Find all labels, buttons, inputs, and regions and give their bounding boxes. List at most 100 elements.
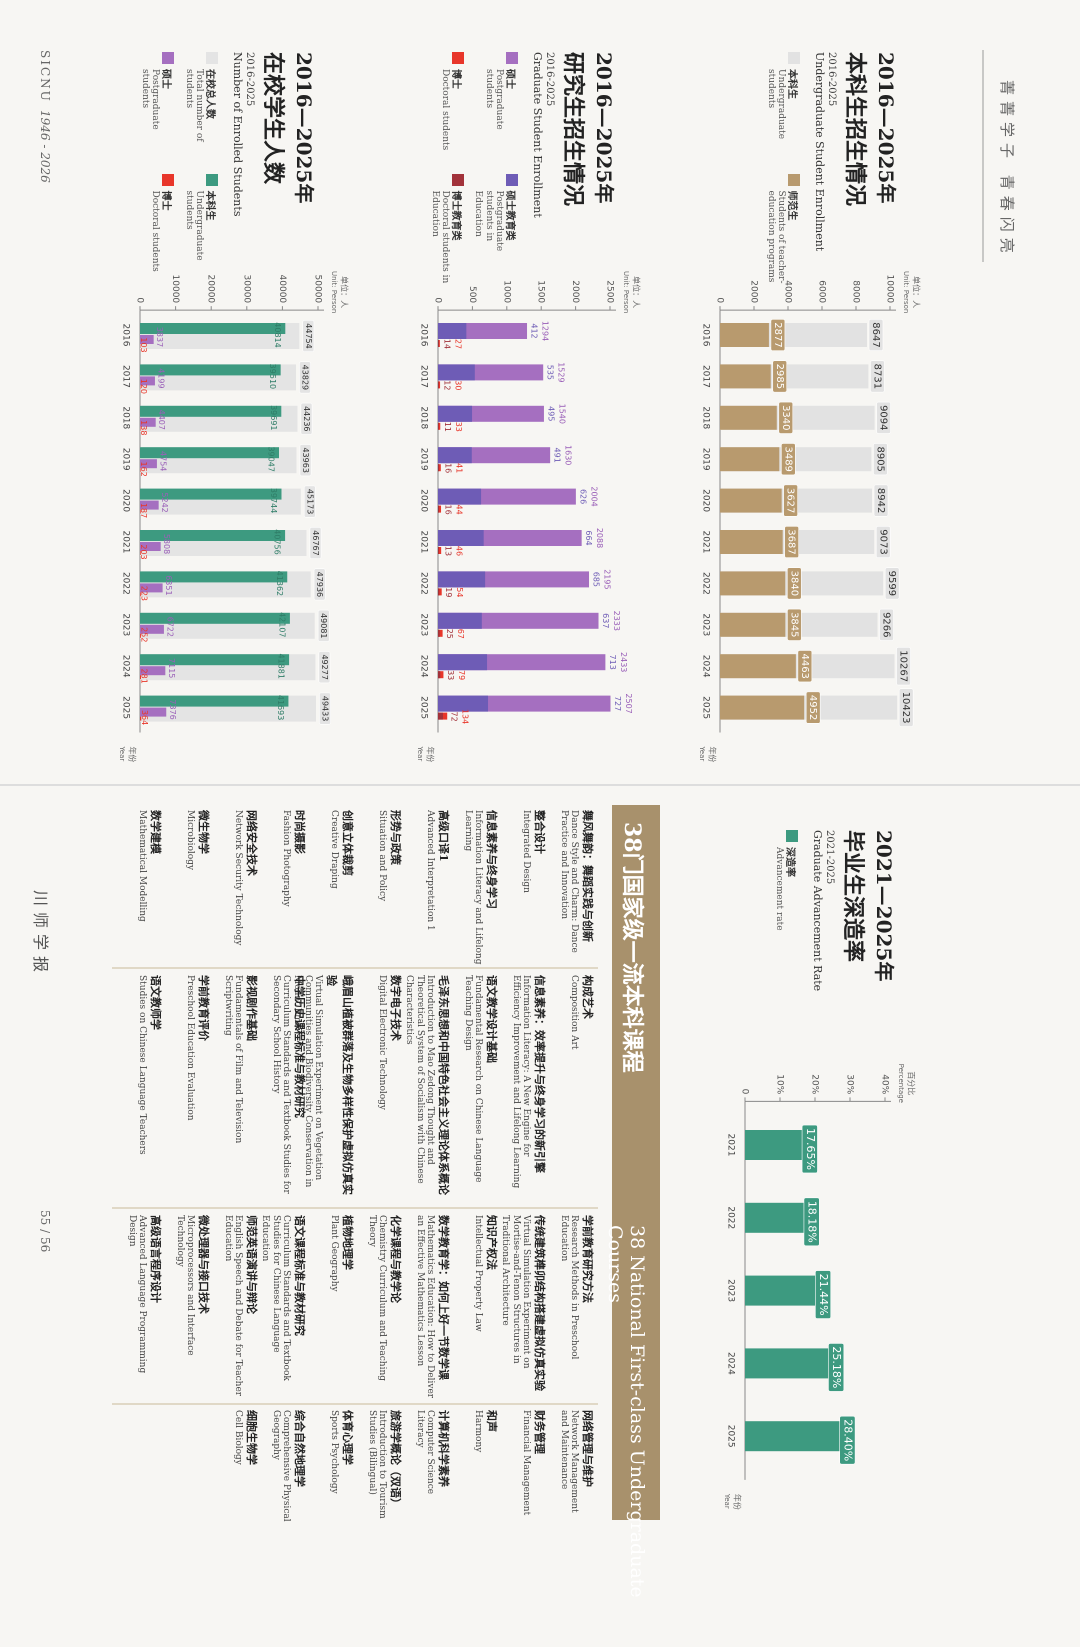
x-tick-label: 2017 bbox=[701, 365, 711, 388]
x-tick-label: 2024 bbox=[419, 655, 429, 678]
bar bbox=[744, 1130, 807, 1160]
course-name: 信息素养与终身学习 bbox=[485, 810, 498, 909]
x-tick-label: 2019 bbox=[701, 448, 711, 471]
bar bbox=[140, 654, 290, 666]
y-axis-label-en: Unit: Person bbox=[330, 271, 338, 313]
value-label: 33 bbox=[454, 422, 463, 432]
course-name: 体育心理学 bbox=[341, 1410, 354, 1465]
y-tick-label: 2000 bbox=[570, 280, 580, 303]
value-label: 1630 bbox=[564, 445, 573, 465]
course-name: 数学建模 bbox=[149, 810, 162, 854]
value-label: 685 bbox=[592, 572, 601, 587]
legend-item: 硕士 Postgraduate students bbox=[473, 52, 519, 166]
course-name-en: Computer Science Literacy bbox=[414, 1410, 435, 1495]
course: 数学建模 Mathematical Modelling bbox=[137, 810, 164, 965]
value-label: 43829 bbox=[301, 365, 310, 390]
course-name: 细胞生物学 bbox=[245, 1410, 258, 1465]
legend-text: 本科生 Undergraduate students bbox=[765, 69, 801, 166]
value-label: 42107 bbox=[277, 612, 286, 637]
bar bbox=[139, 583, 163, 593]
x-tick-label: 2021 bbox=[419, 531, 429, 554]
x-tick-label: 2018 bbox=[121, 406, 131, 429]
y-tick-label: 20000 bbox=[206, 275, 216, 304]
course: 形势与政策 Situation and Policy bbox=[377, 810, 404, 965]
value-label: 5808 bbox=[162, 534, 171, 554]
x-tick-label: 2024 bbox=[726, 1352, 736, 1375]
course: 细胞生物学 Cell Biology bbox=[233, 1410, 260, 1532]
legend-name: 博士 bbox=[160, 190, 172, 211]
course: 高级语言程序设计 Advanced Language Programming De… bbox=[126, 1215, 164, 1401]
course-name-en: Dance Style and Charm: Dance Practice an… bbox=[558, 810, 579, 953]
course: 数学教育学：如何上好一节数学课 Mathematics Education: Ho… bbox=[414, 1215, 452, 1401]
y-tick-label: 0 bbox=[135, 297, 145, 303]
course: 植物地理学 Plant Geography bbox=[329, 1215, 356, 1401]
bar bbox=[139, 542, 161, 551]
course-name: 化学课程与教学论 bbox=[389, 1215, 402, 1303]
course-name: 信息素养：效率提升与终身学习的新引擎 bbox=[533, 975, 546, 1173]
x-tick-label: 2025 bbox=[701, 696, 711, 719]
y-tick-label: 4000 bbox=[783, 280, 793, 303]
y-axis-label-en: Unit: Person bbox=[902, 271, 910, 313]
course: 影视剧作基础 Fundamentals of Film and Televisio… bbox=[222, 975, 260, 1203]
value-label: 713 bbox=[608, 655, 617, 670]
x-tick-label: 2022 bbox=[701, 572, 711, 595]
bar bbox=[437, 588, 440, 596]
label-box bbox=[317, 609, 330, 642]
bar bbox=[140, 335, 154, 344]
value-label: 4754 bbox=[158, 451, 167, 471]
label-box bbox=[781, 443, 796, 476]
course-name-en: Comprehensive Physical Geography bbox=[270, 1410, 291, 1522]
title-block: 2016—2025年 在校学生人数 2016-2025 Number of Enrol… bbox=[140, 52, 320, 287]
value-label: 16 bbox=[443, 463, 452, 473]
course-name: 综合自然地理学 bbox=[293, 1410, 306, 1487]
value-label: 223 bbox=[139, 586, 148, 601]
value-label: 79 bbox=[457, 670, 466, 680]
course: 综合自然地理学 Comprehensive Physical Geography bbox=[270, 1410, 308, 1532]
value-label: 3627 bbox=[785, 488, 796, 513]
value-label: 491 bbox=[553, 448, 562, 463]
course-name: 整合设计 bbox=[533, 810, 546, 854]
course-name: 学前教育评价 bbox=[197, 975, 210, 1041]
label-box bbox=[876, 401, 891, 434]
value-label: 252 bbox=[139, 627, 148, 642]
course-name-en: Mathematics Education: How to Deliver an… bbox=[414, 1215, 435, 1399]
label-box bbox=[783, 484, 798, 517]
x-tick-label: 2021 bbox=[121, 531, 131, 554]
bar bbox=[719, 695, 805, 720]
course: 知识产权法 Intellectual Property Law bbox=[473, 1215, 500, 1401]
bar bbox=[438, 447, 472, 464]
value-label: 103 bbox=[139, 337, 148, 352]
bar bbox=[719, 447, 780, 472]
course-name-en: Curriculum Standards and Textbook Studie… bbox=[270, 975, 291, 1194]
value-label: 637 bbox=[601, 613, 610, 628]
legend-name: 在校总人数 bbox=[204, 69, 215, 119]
y-tick-label: 50000 bbox=[313, 275, 323, 304]
course: 学前教育评价 Preschool Education Evaluation bbox=[185, 975, 212, 1203]
course-title-en: 38 National First-class Undergraduate Co… bbox=[604, 1225, 648, 1598]
course-name-en: Network Management and Maintenance bbox=[558, 1410, 579, 1513]
course-name: 数学教育学：如何上好一节数学课 bbox=[437, 1215, 450, 1380]
value-label: 49081 bbox=[319, 613, 328, 638]
bar bbox=[437, 571, 486, 588]
subtitle: 2016-2025 bbox=[544, 52, 555, 107]
value-label: 9094 bbox=[878, 405, 889, 430]
legend-text: 博士教育类 Doctoral students in Education bbox=[429, 191, 465, 288]
value-label: 4407 bbox=[157, 410, 166, 430]
label-box bbox=[299, 361, 311, 394]
legend-item: 在校总人数 Total number of students bbox=[183, 52, 219, 166]
course-name-en: Microprocessors and Interface Technology bbox=[174, 1215, 195, 1356]
value-label: 187 bbox=[139, 503, 148, 518]
label-box bbox=[884, 567, 900, 600]
x-tick-label: 2018 bbox=[701, 406, 711, 429]
x-tick-label: 2023 bbox=[121, 613, 131, 636]
title-en: Number of Enrolled Students bbox=[231, 52, 244, 217]
legend-name-en: Doctoral students bbox=[150, 190, 161, 272]
course-name-en: Situation and Policy bbox=[377, 810, 387, 902]
y-axis-label-en: Percentage bbox=[897, 1064, 905, 1103]
value-label: 43963 bbox=[301, 447, 310, 472]
label-box bbox=[815, 1270, 832, 1319]
x-tick-label: 2023 bbox=[419, 613, 429, 636]
bar bbox=[139, 417, 156, 427]
value-label: 16 bbox=[444, 505, 453, 515]
legend-item: 硕士 Postgraduate students bbox=[140, 52, 176, 166]
